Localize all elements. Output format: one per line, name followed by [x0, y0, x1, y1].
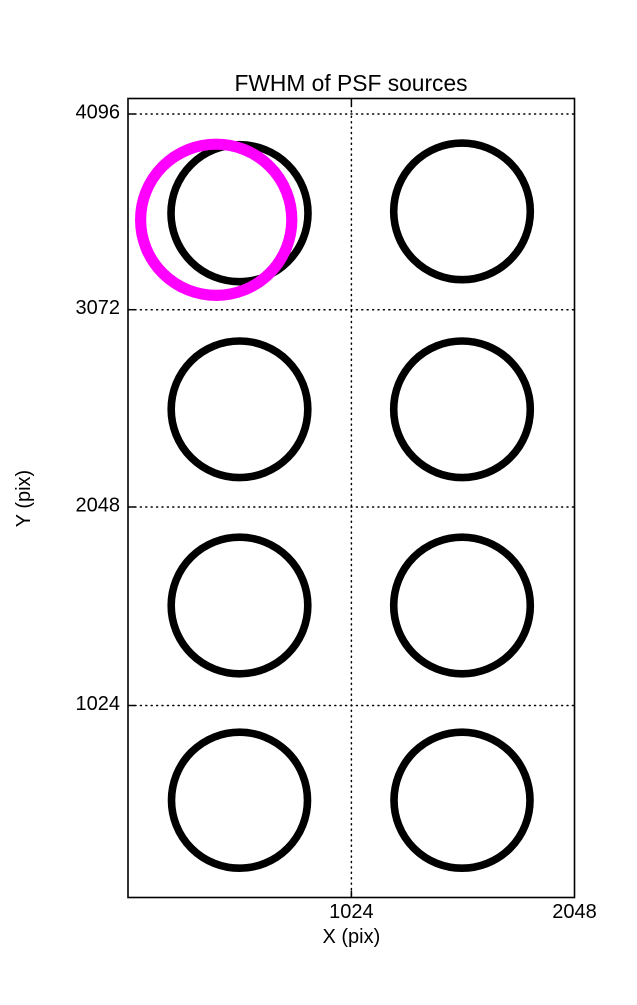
svg-text:X (pix): X (pix): [323, 926, 381, 948]
svg-text:1024: 1024: [76, 693, 121, 715]
svg-text:Y (pix): Y (pix): [13, 470, 35, 527]
svg-text:3072: 3072: [76, 297, 121, 319]
svg-text:1024: 1024: [329, 901, 374, 923]
svg-text:2048: 2048: [76, 495, 121, 517]
svg-text:FWHM of PSF sources: FWHM of PSF sources: [234, 70, 467, 96]
svg-text:2048: 2048: [552, 901, 597, 923]
svg-text:4096: 4096: [76, 102, 121, 124]
